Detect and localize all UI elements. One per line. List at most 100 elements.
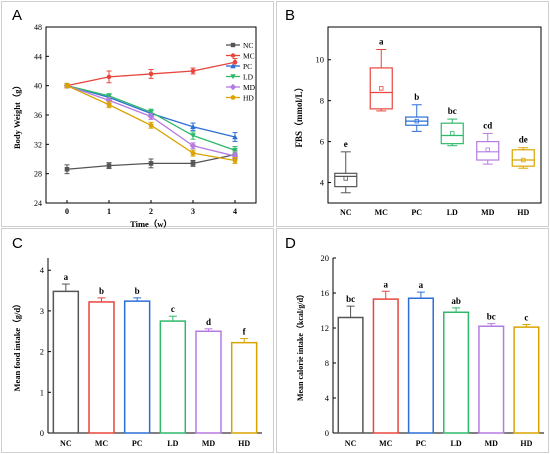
a-data-point xyxy=(64,82,70,88)
b-box xyxy=(440,122,464,145)
a-data-point xyxy=(148,71,154,77)
d-bar xyxy=(513,326,540,434)
b-significance-letter: bc xyxy=(448,106,457,116)
panel-b-frame xyxy=(276,1,549,227)
c-xtick-label: LD xyxy=(167,439,178,448)
b-xtick-label: PC xyxy=(411,208,422,217)
d-ytick-label: 16 xyxy=(321,288,330,298)
d-y-axis-label: Mean calorie intake（kcal/g/d） xyxy=(295,290,305,401)
a-data-point xyxy=(148,122,154,128)
d-bar xyxy=(443,311,470,434)
a-legend-marker xyxy=(230,94,236,100)
a-x-axis-label: Time（w） xyxy=(130,219,172,229)
a-data-point xyxy=(232,134,238,140)
a-y-axis-label: Body Weight（g） xyxy=(12,81,22,149)
c-bar xyxy=(88,301,115,434)
c-ytick-label: 4 xyxy=(40,265,45,275)
b-mean-marker xyxy=(379,86,384,91)
c-bar xyxy=(159,320,187,434)
b-xtick-label: NC xyxy=(340,208,352,217)
a-data-point xyxy=(148,161,154,166)
a-data-point xyxy=(106,93,112,99)
a-data-point xyxy=(64,166,70,172)
c-bar xyxy=(195,330,222,434)
d-bar xyxy=(478,325,505,434)
a-data-point xyxy=(190,150,196,156)
d-bar xyxy=(337,316,364,434)
a-ytick-label: 48 xyxy=(34,23,42,32)
c-xtick-label: NC xyxy=(60,439,72,448)
c-significance-letter: b xyxy=(135,286,140,296)
a-ytick-label: 40 xyxy=(34,82,42,91)
b-ytick-label: 6 xyxy=(320,137,324,147)
c-ytick-label: 3 xyxy=(40,306,44,316)
b-xtick-label: LD xyxy=(447,208,458,217)
b-mean-marker xyxy=(450,131,455,136)
a-data-point xyxy=(232,147,238,153)
b-ytick-label: 4 xyxy=(320,178,325,188)
a-data-point xyxy=(190,68,196,74)
d-significance-letter: ab xyxy=(451,296,461,306)
a-data-point xyxy=(106,163,112,168)
d-ytick-label: 8 xyxy=(325,358,329,368)
a-legend-label: PC xyxy=(243,62,252,71)
d-ytick-label: 12 xyxy=(321,323,330,333)
a-legend-label: NC xyxy=(243,41,253,50)
panel-b-letter: B xyxy=(285,7,295,24)
c-significance-letter: d xyxy=(206,317,211,327)
c-bar xyxy=(123,300,151,434)
c-xtick-label: MD xyxy=(202,439,216,448)
b-xtick-label: MD xyxy=(481,208,495,217)
a-data-point xyxy=(190,161,196,166)
a-ytick-label: 36 xyxy=(34,111,42,120)
d-significance-letter: a xyxy=(419,280,424,290)
a-data-point xyxy=(232,59,238,65)
d-significance-letter: c xyxy=(524,313,528,323)
panel-d-letter: D xyxy=(285,235,296,252)
c-bar xyxy=(52,290,80,434)
c-xtick-label: PC xyxy=(132,439,143,448)
a-data-point xyxy=(106,74,112,80)
b-significance-letter: cd xyxy=(483,120,492,130)
a-legend-label: HD xyxy=(243,94,254,103)
a-data-point xyxy=(189,142,197,150)
d-xtick-label: HD xyxy=(520,439,532,448)
b-xtick-label: HD xyxy=(517,208,529,217)
d-xtick-label: MD xyxy=(485,439,499,448)
c-significance-letter: c xyxy=(171,304,175,314)
a-data-point xyxy=(190,133,196,139)
c-ytick-label: 1 xyxy=(40,387,44,397)
a-xtick-label: 4 xyxy=(233,207,237,216)
d-bar xyxy=(407,297,434,434)
a-xtick-label: 1 xyxy=(107,207,111,216)
panel-c-letter: C xyxy=(12,235,23,252)
d-xtick-label: NC xyxy=(345,439,357,448)
a-series-line xyxy=(66,85,236,157)
a-legend-marker xyxy=(230,42,236,48)
b-xtick-label: MC xyxy=(375,208,389,217)
b-box xyxy=(476,141,500,161)
c-ytick-label: 0 xyxy=(40,428,44,438)
a-ytick-label: 44 xyxy=(34,52,42,61)
c-xtick-label: MC xyxy=(95,439,109,448)
d-ytick-label: 20 xyxy=(321,253,330,263)
b-ytick-label: 10 xyxy=(316,55,325,65)
a-ytick-label: 28 xyxy=(34,170,42,179)
a-legend-marker xyxy=(230,53,236,58)
d-significance-letter: bc xyxy=(346,294,355,304)
b-plot-frame xyxy=(327,26,542,204)
d-ytick-label: 4 xyxy=(325,393,330,403)
a-data-point xyxy=(147,113,155,120)
b-mean-marker xyxy=(414,118,419,124)
b-ytick-label: 8 xyxy=(320,96,324,106)
a-data-point xyxy=(232,157,238,163)
c-xtick-label: HD xyxy=(238,439,250,448)
b-significance-letter: b xyxy=(414,92,419,102)
c-y-axis-label: Mean food intake（g/d） xyxy=(12,299,22,391)
d-significance-letter: a xyxy=(384,279,389,289)
a-data-point xyxy=(190,123,196,130)
b-box xyxy=(369,67,393,110)
b-mean-marker xyxy=(521,157,526,163)
